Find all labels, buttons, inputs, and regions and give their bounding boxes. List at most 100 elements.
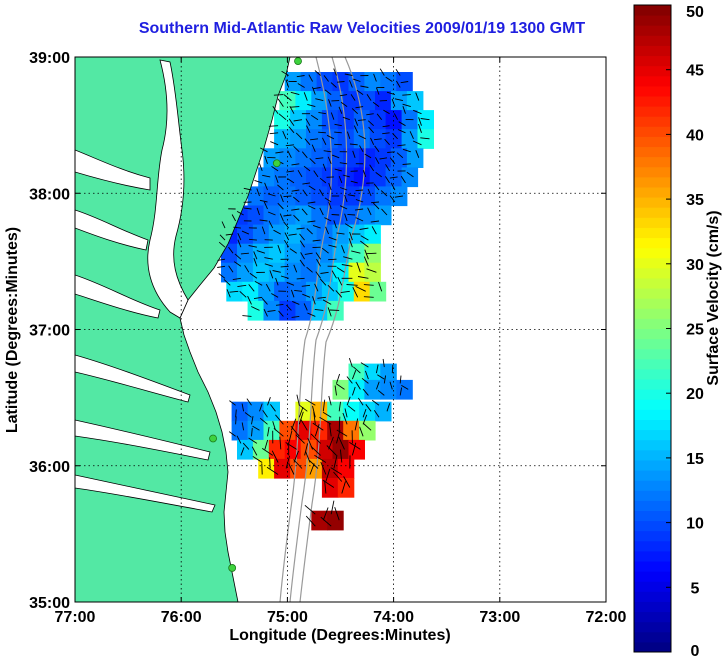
velocity-vector <box>319 177 327 184</box>
colorbar-stripe <box>634 449 671 461</box>
heatmap-cell <box>247 420 265 441</box>
grid-lines <box>75 57 606 602</box>
velocity-vector <box>248 437 258 444</box>
velocity-vector <box>226 289 231 298</box>
colorbar-tick-label: 15 <box>686 451 704 468</box>
velocity-vector <box>290 418 297 431</box>
velocity-vector <box>322 411 332 418</box>
velocity-vector <box>298 411 304 425</box>
heatmap-cell <box>380 379 397 400</box>
colorbar-stripe <box>634 15 671 26</box>
velocity-vector <box>313 411 316 425</box>
velocity-vector <box>248 284 255 292</box>
colorbar-stripe <box>634 510 671 522</box>
chesapeake-bay <box>75 59 216 513</box>
heatmap-cell <box>279 300 296 321</box>
colorbar-stripe <box>634 550 671 562</box>
velocity-vector <box>303 165 311 172</box>
velocity-vector <box>353 366 361 374</box>
velocity-vector <box>254 281 263 286</box>
heatmap-cell <box>258 167 275 188</box>
x-tick-label: 75:00 <box>267 609 308 626</box>
radar-station-marker <box>294 57 302 65</box>
velocity-vector <box>389 176 398 179</box>
velocity-vector <box>267 426 270 437</box>
heatmap-cell <box>343 148 360 168</box>
velocity-vector <box>415 150 420 158</box>
velocity-vector <box>296 75 305 78</box>
velocity-vector <box>363 256 369 267</box>
velocity-vector <box>355 189 364 192</box>
velocity-vector <box>309 158 316 165</box>
velocity-vector <box>389 157 396 165</box>
velocity-vector <box>347 405 356 412</box>
colorbar-stripe <box>634 217 671 228</box>
colorbar-tick-label: 25 <box>686 322 704 339</box>
velocity-vector <box>270 404 276 412</box>
velocity-vector <box>394 195 403 198</box>
colorbar-tick-label: 30 <box>686 257 704 274</box>
velocity-vector <box>343 476 351 488</box>
velocity-vector <box>359 426 364 437</box>
velocity-vector <box>383 109 390 115</box>
heatmap-cell <box>401 129 419 149</box>
velocity-vector <box>243 187 252 191</box>
velocity-vector <box>412 140 422 146</box>
heatmap-cell <box>306 110 323 130</box>
velocity-vector <box>290 106 300 108</box>
velocity-vector <box>300 252 305 260</box>
velocity-vector <box>356 261 361 273</box>
velocity-vector <box>294 289 303 292</box>
heatmap-cell <box>295 186 312 207</box>
velocity-vector <box>289 248 297 254</box>
velocity-vector <box>301 151 308 159</box>
velocity-vector <box>235 409 237 418</box>
velocity-vector <box>269 457 271 469</box>
velocity-vector <box>277 202 284 210</box>
velocity-vector <box>296 227 305 230</box>
velocity-vector <box>333 68 337 76</box>
heatmap-cell <box>332 262 349 283</box>
heatmap-cell <box>316 224 334 245</box>
velocity-vector <box>308 74 313 82</box>
velocity-vector <box>357 119 366 121</box>
velocity-vector <box>326 134 335 140</box>
velocity-vector <box>277 184 284 191</box>
heatmap-cell <box>353 167 371 188</box>
velocity-vector <box>233 261 242 267</box>
velocity-vector <box>396 80 401 88</box>
colorbar-stripe <box>634 288 671 299</box>
velocity-vector <box>282 130 287 139</box>
velocity-vector <box>236 435 242 444</box>
velocity-vector <box>356 89 364 95</box>
velocity-vector <box>359 145 364 153</box>
velocity-vector <box>357 276 369 279</box>
velocity-vector <box>327 284 335 292</box>
velocity-vector <box>379 157 388 160</box>
colorbar-stripe <box>634 631 671 643</box>
heatmap-cell <box>290 167 307 188</box>
colorbar-stripe <box>634 136 671 148</box>
velocity-vector <box>283 221 290 229</box>
heatmap-cell <box>300 72 318 92</box>
colorbar-stripe <box>634 419 671 431</box>
heatmap-cell <box>401 167 419 188</box>
velocity-vector <box>251 446 258 456</box>
velocity-vector <box>306 125 311 133</box>
velocity-vector <box>320 516 332 527</box>
y-tick-label: 38:00 <box>29 186 70 203</box>
velocity-vector <box>340 101 348 107</box>
velocity-vector <box>331 270 337 279</box>
velocity-vector <box>402 94 411 96</box>
colorbar-label: Surface Velocity (cm/s) <box>705 210 722 385</box>
velocity-vector <box>315 98 324 102</box>
colorbar-stripe <box>634 540 671 552</box>
colorbar-stripe <box>634 581 671 592</box>
velocity-vector <box>333 220 337 229</box>
velocity-vector <box>266 466 279 475</box>
heatmap-cell <box>332 243 349 264</box>
velocity-vector <box>355 106 364 109</box>
heatmap-cell <box>274 129 291 149</box>
colorbar-tick-label: 10 <box>686 516 704 533</box>
velocity-vector <box>253 251 258 260</box>
